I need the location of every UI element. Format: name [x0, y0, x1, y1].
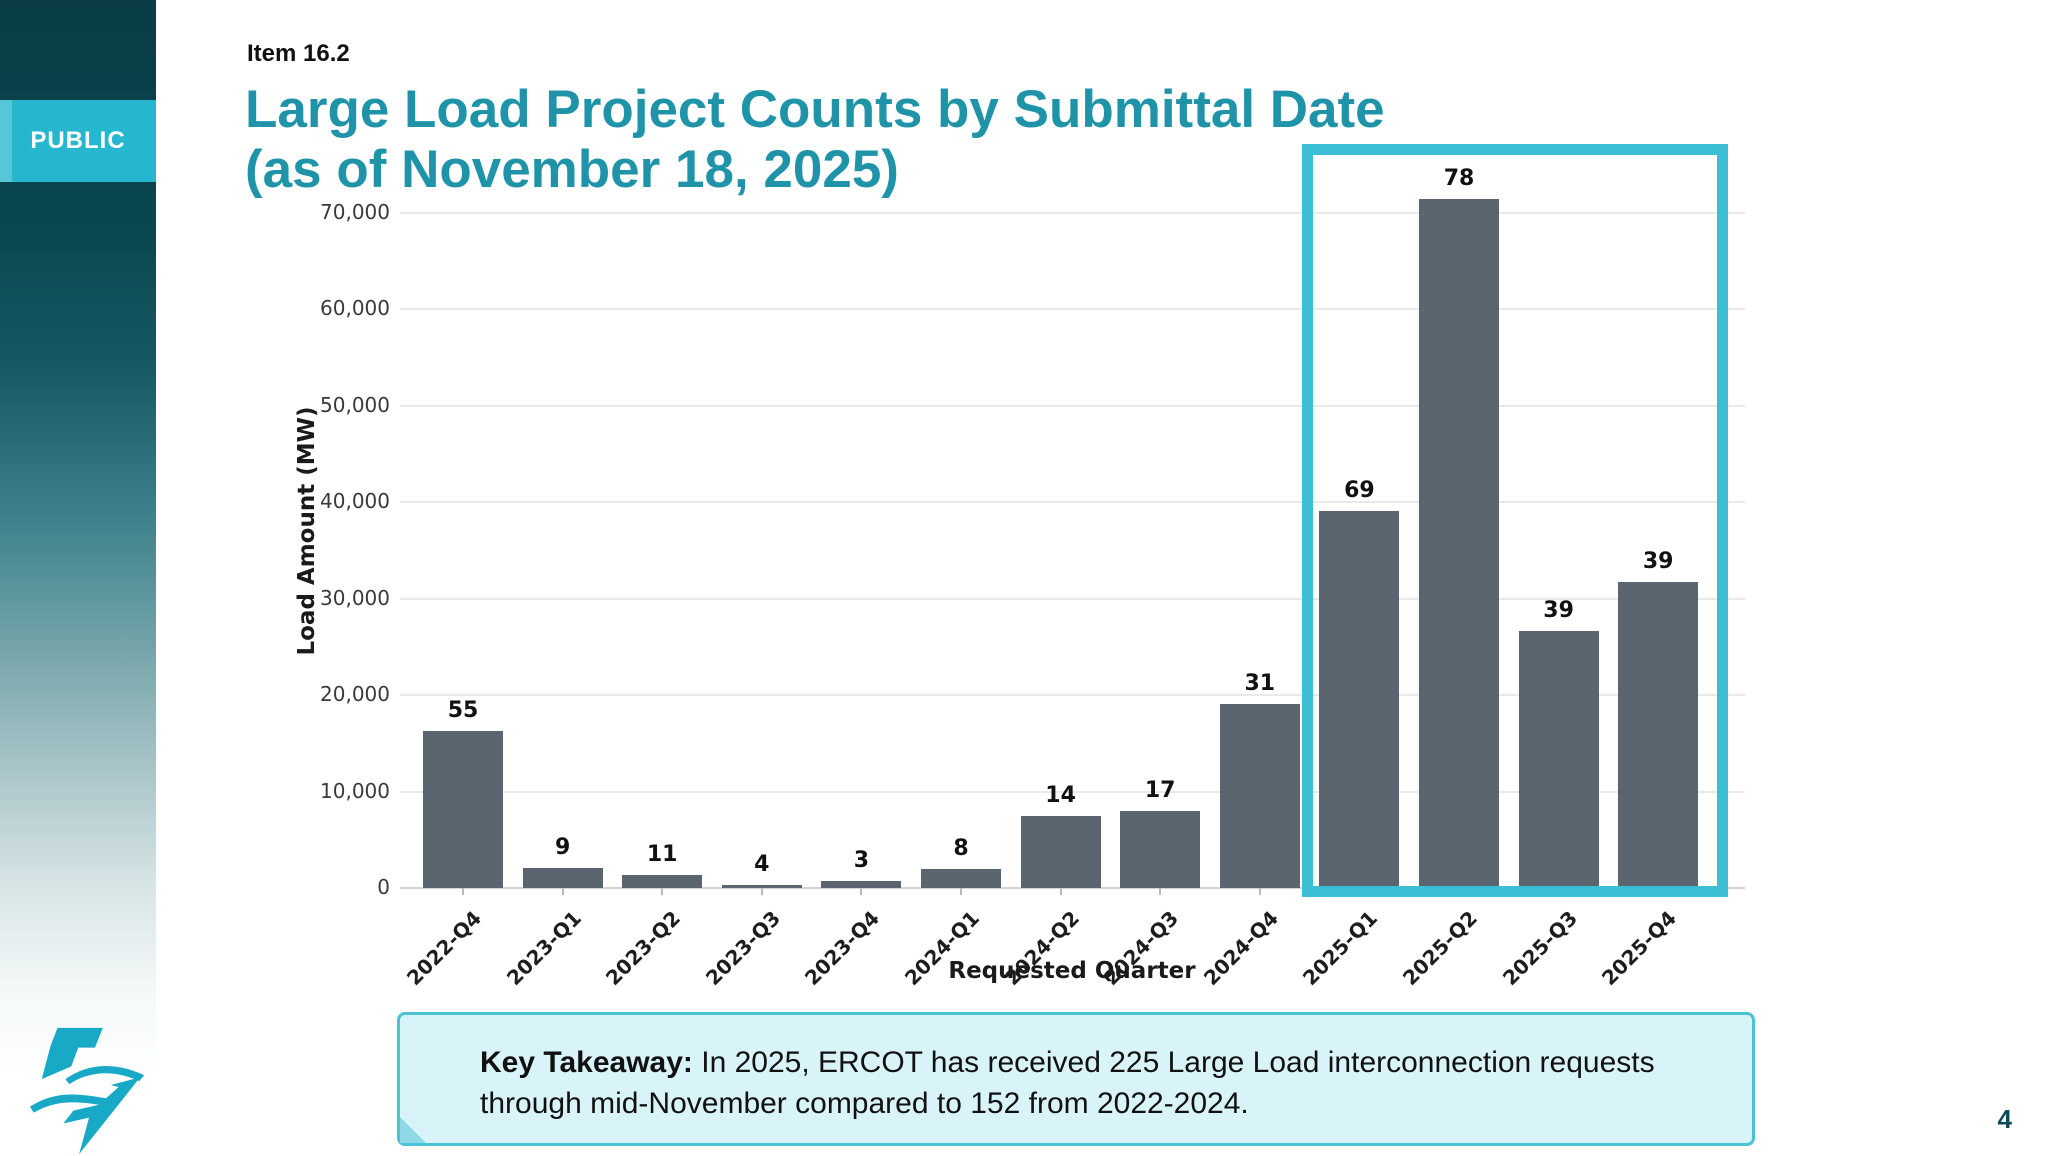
gridline-30,000 [400, 597, 1745, 600]
bar-2023-Q4 [821, 881, 902, 888]
bar-count-2023-Q1: 9 [554, 835, 571, 860]
x-tick-2024-Q4 [1258, 888, 1261, 895]
gridline-70,000 [400, 212, 1745, 214]
gridline-40,000 [400, 501, 1745, 504]
ercot-logo-icon [29, 1027, 145, 1155]
page-number: 4 [1997, 1104, 2012, 1134]
bar-2025-Q3 [1518, 631, 1599, 888]
bar-2025-Q1 [1319, 511, 1400, 888]
bar-count-2023-Q2: 11 [646, 842, 678, 867]
key-takeaway-box: Key Takeaway: In 2025, ERCOT has receive… [397, 1012, 1755, 1146]
bar-count-2023-Q4: 3 [853, 848, 870, 873]
bar-2025-Q2 [1419, 199, 1499, 888]
bar-count-2022-Q4: 55 [447, 698, 479, 723]
x-tick-2023-Q1 [561, 888, 564, 895]
takeaway-text: Key Takeaway: In 2025, ERCOT has receive… [480, 1046, 1655, 1121]
bar-count-2024-Q3: 17 [1144, 778, 1176, 803]
gridline-10,000 [400, 790, 1745, 793]
y-tick-70,000: 70,000 [320, 200, 390, 224]
note-fold-corner-icon [400, 1117, 426, 1143]
y-tick-20,000: 20,000 [320, 682, 390, 707]
x-tick-2024-Q2 [1059, 888, 1062, 895]
x-axis-title: Requested Quarter [948, 958, 1196, 984]
gridline-50,000 [400, 404, 1745, 407]
bar-count-2025-Q4: 39 [1642, 549, 1674, 574]
y-tick-0: 0 [377, 875, 390, 899]
bar-2023-Q1 [522, 868, 603, 888]
bar-2025-Q4 [1618, 582, 1699, 888]
x-tick-2023-Q2 [661, 888, 664, 895]
y-tick-10,000: 10,000 [320, 778, 390, 803]
bar-count-2023-Q3: 4 [754, 852, 770, 877]
x-tick-2023-Q4 [860, 888, 863, 895]
bar-2024-Q1 [921, 869, 1001, 888]
bar-2024-Q2 [1020, 816, 1101, 888]
item-label: Item 16.2 [247, 40, 350, 67]
bar-count-2025-Q2: 78 [1443, 166, 1475, 191]
page-title: Large Load Project Counts by Submittal D… [245, 80, 1385, 199]
bar-2024-Q4 [1219, 704, 1300, 888]
bar-2024-Q3 [1120, 811, 1201, 888]
y-tick-60,000: 60,000 [320, 296, 390, 321]
x-tick-2022-Q4 [462, 888, 464, 895]
sidebar-gradient: PUBLIC [0, 0, 156, 1156]
bar-2023-Q2 [622, 875, 703, 888]
x-tick-2023-Q3 [760, 888, 763, 895]
public-badge-label: PUBLIC [30, 127, 126, 154]
y-tick-40,000: 40,000 [320, 489, 390, 514]
bar-count-2024-Q4: 31 [1244, 671, 1276, 696]
bar-count-2024-Q1: 8 [953, 836, 969, 861]
bar-2023-Q3 [721, 885, 802, 888]
bar-count-2024-Q2: 14 [1045, 783, 1076, 808]
gridline-20,000 [400, 694, 1745, 697]
bar-count-2025-Q3: 39 [1543, 598, 1574, 623]
public-badge: PUBLIC [0, 100, 156, 182]
gridline-60,000 [400, 308, 1745, 311]
y-tick-30,000: 30,000 [320, 585, 390, 610]
bar-count-2025-Q1: 69 [1344, 478, 1375, 503]
gridline-0 [400, 887, 1745, 889]
highlight-box-2025 [1302, 144, 1728, 897]
bar-2022-Q4 [423, 731, 503, 888]
x-tick-2024-Q1 [960, 888, 962, 895]
y-tick-50,000: 50,000 [320, 392, 390, 417]
y-axis-title: Load Amount (MW) [294, 406, 320, 656]
x-tick-2024-Q3 [1159, 888, 1162, 895]
